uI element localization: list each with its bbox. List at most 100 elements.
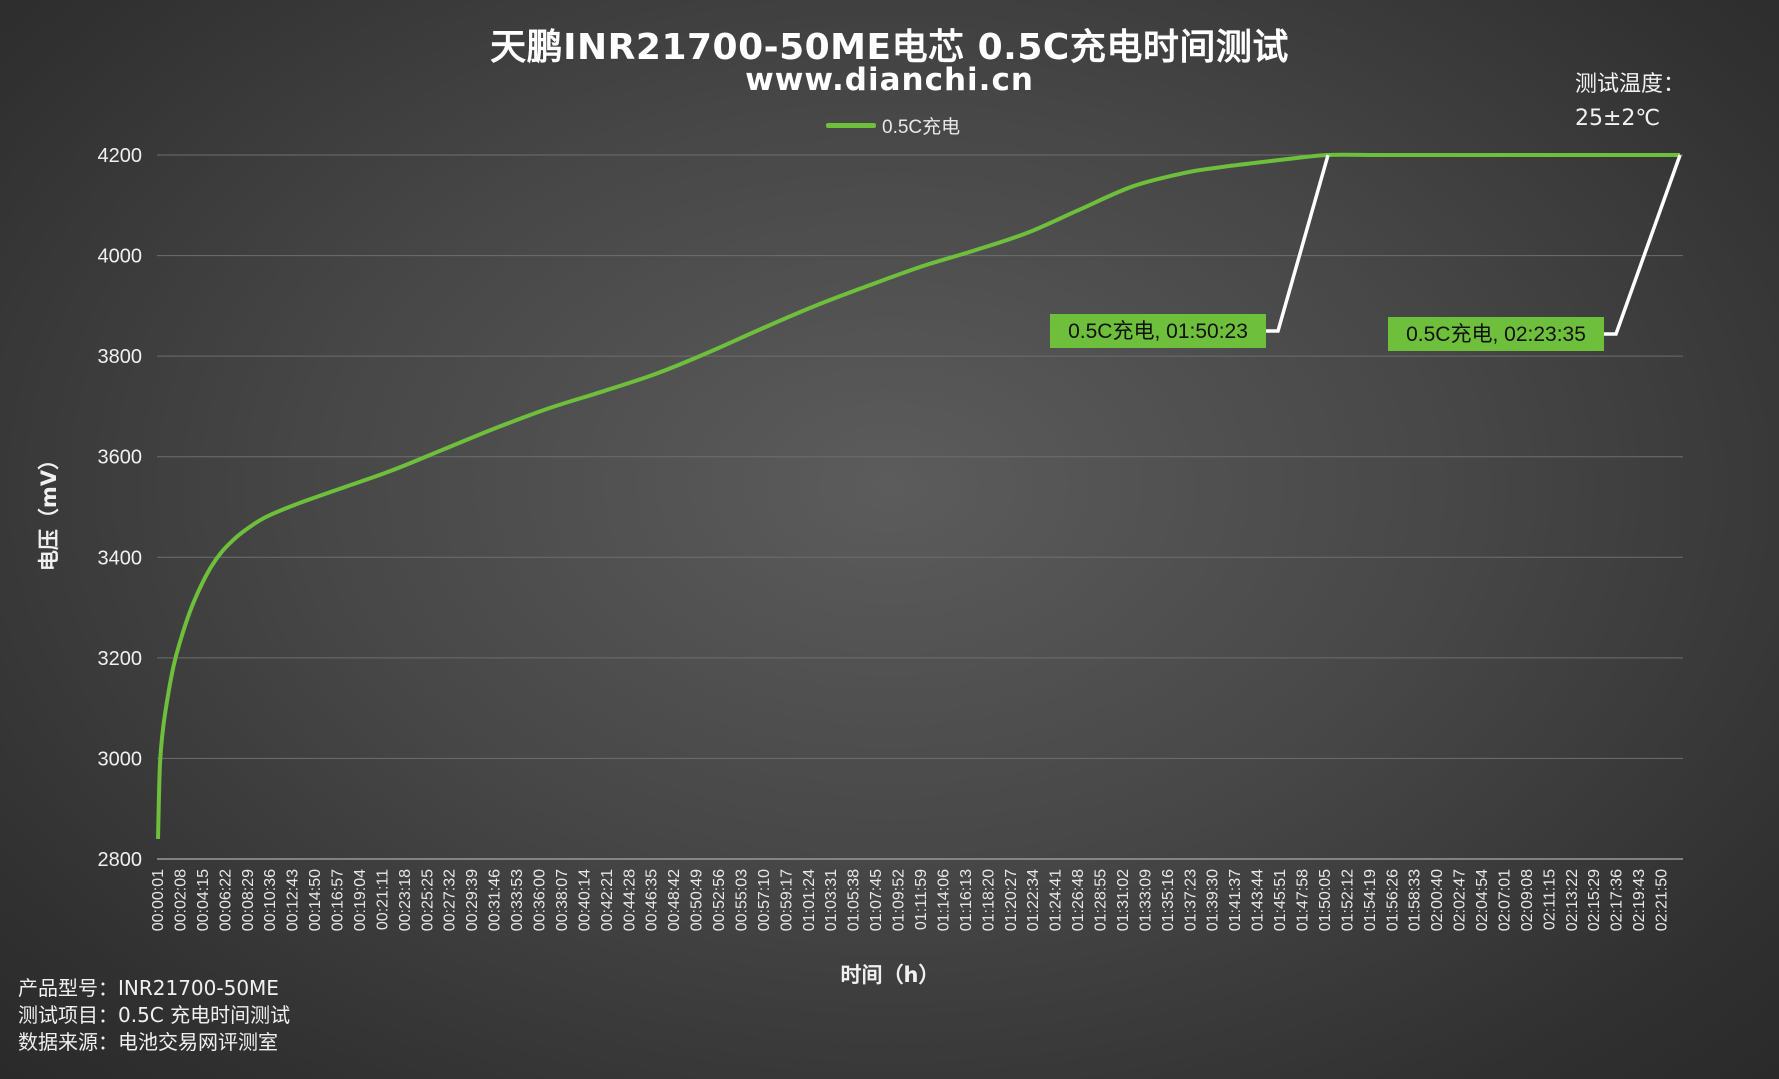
legend-label: 0.5C充电 <box>882 117 961 138</box>
x-tick-label: 01:07:45 <box>868 869 885 931</box>
x-tick-label: 02:07:01 <box>1496 869 1513 931</box>
x-tick-label: 01:47:58 <box>1295 869 1312 931</box>
x-tick-label: 00:42:21 <box>599 869 616 931</box>
x-tick-label: 00:08:29 <box>240 869 257 931</box>
x-tick-label: 00:10:36 <box>262 869 279 931</box>
x-tick-label: 01:41:37 <box>1227 869 1244 931</box>
x-tick-label: 00:55:03 <box>733 869 750 931</box>
x-tick-label: 01:45:51 <box>1272 869 1289 931</box>
x-tick-label: 00:50:49 <box>689 869 706 931</box>
chart-title: 天鹏INR21700-50ME电芯 0.5C充电时间测试 <box>490 27 1289 68</box>
y-tick-label: 3000 <box>98 748 143 770</box>
x-tick-label: 00:04:15 <box>195 869 212 931</box>
x-axis-ticks: 00:00:01 00:02:08 00:04:15 00:06:22 00:08:29… <box>150 869 1671 931</box>
x-tick-label: 02:09:08 <box>1519 869 1536 931</box>
footer-source-label: 数据来源： <box>18 1030 118 1054</box>
x-tick-label: 00:36:00 <box>532 869 549 931</box>
annotation-leader-line <box>1266 154 1330 333</box>
legend: 0.5C充电 <box>826 112 960 139</box>
x-tick-label: 00:57:10 <box>756 869 773 931</box>
x-tick-label: 01:52:12 <box>1339 869 1356 931</box>
x-tick-label: 01:50:05 <box>1317 869 1334 931</box>
x-tick-label: 01:22:34 <box>1025 869 1042 931</box>
x-tick-label: 02:21:50 <box>1654 869 1671 931</box>
x-tick-label: 01:20:27 <box>1003 869 1020 931</box>
footer-model: 产品型号：INR21700-50ME <box>18 975 290 1002</box>
x-tick-label: 01:16:13 <box>958 869 975 931</box>
x-tick-label: 01:39:30 <box>1205 869 1222 931</box>
x-tick-label: 01:03:31 <box>823 869 840 931</box>
x-tick-label: 02:13:22 <box>1564 869 1581 931</box>
x-tick-label: 00:00:01 <box>150 869 167 931</box>
x-tick-label: 01:28:55 <box>1093 869 1110 931</box>
temperature-note: 测试温度： 25±2℃ <box>1575 68 1685 136</box>
x-tick-label: 02:15:29 <box>1586 869 1603 931</box>
y-tick-label: 3400 <box>98 547 143 569</box>
x-tick-label: 01:26:48 <box>1070 869 1087 931</box>
x-tick-label: 00:25:25 <box>419 869 436 931</box>
chart-subtitle: www.dianchi.cn <box>745 62 1034 98</box>
y-tick-label: 4200 <box>98 145 143 167</box>
x-tick-label: 01:37:23 <box>1182 869 1199 931</box>
temperature-label: 测试温度： <box>1575 72 1686 97</box>
x-tick-label: 00:52:56 <box>711 869 728 931</box>
series-line-0-5c-charge <box>156 152 1680 839</box>
annotation-label: 0.5C充电, 01:50:23 <box>1068 320 1248 343</box>
x-tick-label: 00:12:43 <box>285 869 302 931</box>
x-axis-title: 时间（h） <box>841 963 940 987</box>
x-tick-label: 01:43:44 <box>1250 869 1267 931</box>
footer-test: 测试项目：0.5C 充电时间测试 <box>18 1002 290 1029</box>
annotation-leader-line <box>1604 154 1682 336</box>
y-tick-label: 3600 <box>98 447 143 469</box>
x-tick-label: 02:02:47 <box>1452 869 1469 931</box>
footer-test-value: 0.5C 充电时间测试 <box>118 1003 291 1027</box>
x-tick-label: 00:23:18 <box>397 869 414 931</box>
x-tick-label: 00:44:28 <box>621 869 638 931</box>
footer-model-label: 产品型号： <box>18 976 118 1000</box>
footer-source-value: 电池交易网评测室 <box>118 1030 278 1054</box>
annotation-box <box>1388 317 1604 351</box>
x-tick-label: 01:31:02 <box>1115 869 1132 931</box>
x-tick-label: 01:33:09 <box>1137 869 1154 931</box>
x-tick-label: 01:11:59 <box>913 869 930 930</box>
x-tick-label: 00:48:42 <box>666 869 683 931</box>
footer-source: 数据来源：电池交易网评测室 <box>18 1029 290 1056</box>
y-axis-ticks: 2800 3000 3200 3400 3600 3800 4000 4200 <box>98 145 143 871</box>
x-tick-label: 01:24:41 <box>1048 869 1065 931</box>
legend-swatch <box>826 123 876 128</box>
x-tick-label: 00:46:35 <box>644 869 661 931</box>
x-tick-label: 02:00:40 <box>1429 869 1446 931</box>
series-group <box>156 152 1680 839</box>
x-tick-label: 01:01:24 <box>801 869 818 931</box>
annotations-group: 0.5C充电, 01:50:23 0.5C充电, 02:23:35 <box>1050 154 1682 351</box>
y-tick-label: 4000 <box>98 246 143 268</box>
x-tick-label: 00:14:50 <box>307 869 324 931</box>
x-tick-label: 00:27:32 <box>442 869 459 931</box>
x-tick-label: 01:14:06 <box>935 869 952 931</box>
x-tick-label: 00:29:39 <box>464 869 481 931</box>
x-tick-label: 01:18:20 <box>980 869 997 931</box>
footer-test-label: 测试项目： <box>18 1003 118 1027</box>
x-tick-label: 02:17:36 <box>1609 869 1626 931</box>
x-tick-label: 01:58:33 <box>1407 869 1424 931</box>
x-tick-label: 00:02:08 <box>172 869 189 931</box>
x-tick-label: 01:35:16 <box>1160 869 1177 931</box>
x-tick-label: 00:31:46 <box>487 869 504 931</box>
footer-info: 产品型号：INR21700-50ME 测试项目：0.5C 充电时间测试 数据来源… <box>18 975 290 1056</box>
y-tick-label: 3200 <box>98 648 143 670</box>
x-tick-label: 01:05:38 <box>846 869 863 931</box>
footer-model-value: INR21700-50ME <box>118 976 279 1000</box>
x-tick-label: 01:56:26 <box>1384 869 1401 931</box>
x-tick-label: 00:16:57 <box>330 869 347 931</box>
y-tick-label: 3800 <box>98 346 143 368</box>
annotation-label: 0.5C充电, 02:23:35 <box>1406 323 1586 346</box>
x-tick-label: 00:40:14 <box>576 869 593 931</box>
x-tick-label: 02:19:43 <box>1631 869 1648 931</box>
x-tick-label: 00:06:22 <box>217 869 234 931</box>
x-tick-label: 00:59:17 <box>778 869 795 931</box>
x-tick-label: 00:21:11 <box>374 869 391 930</box>
grid-lines <box>157 154 1683 860</box>
temperature-value: 25±2℃ <box>1575 106 1661 131</box>
x-tick-label: 02:04:54 <box>1474 869 1491 931</box>
